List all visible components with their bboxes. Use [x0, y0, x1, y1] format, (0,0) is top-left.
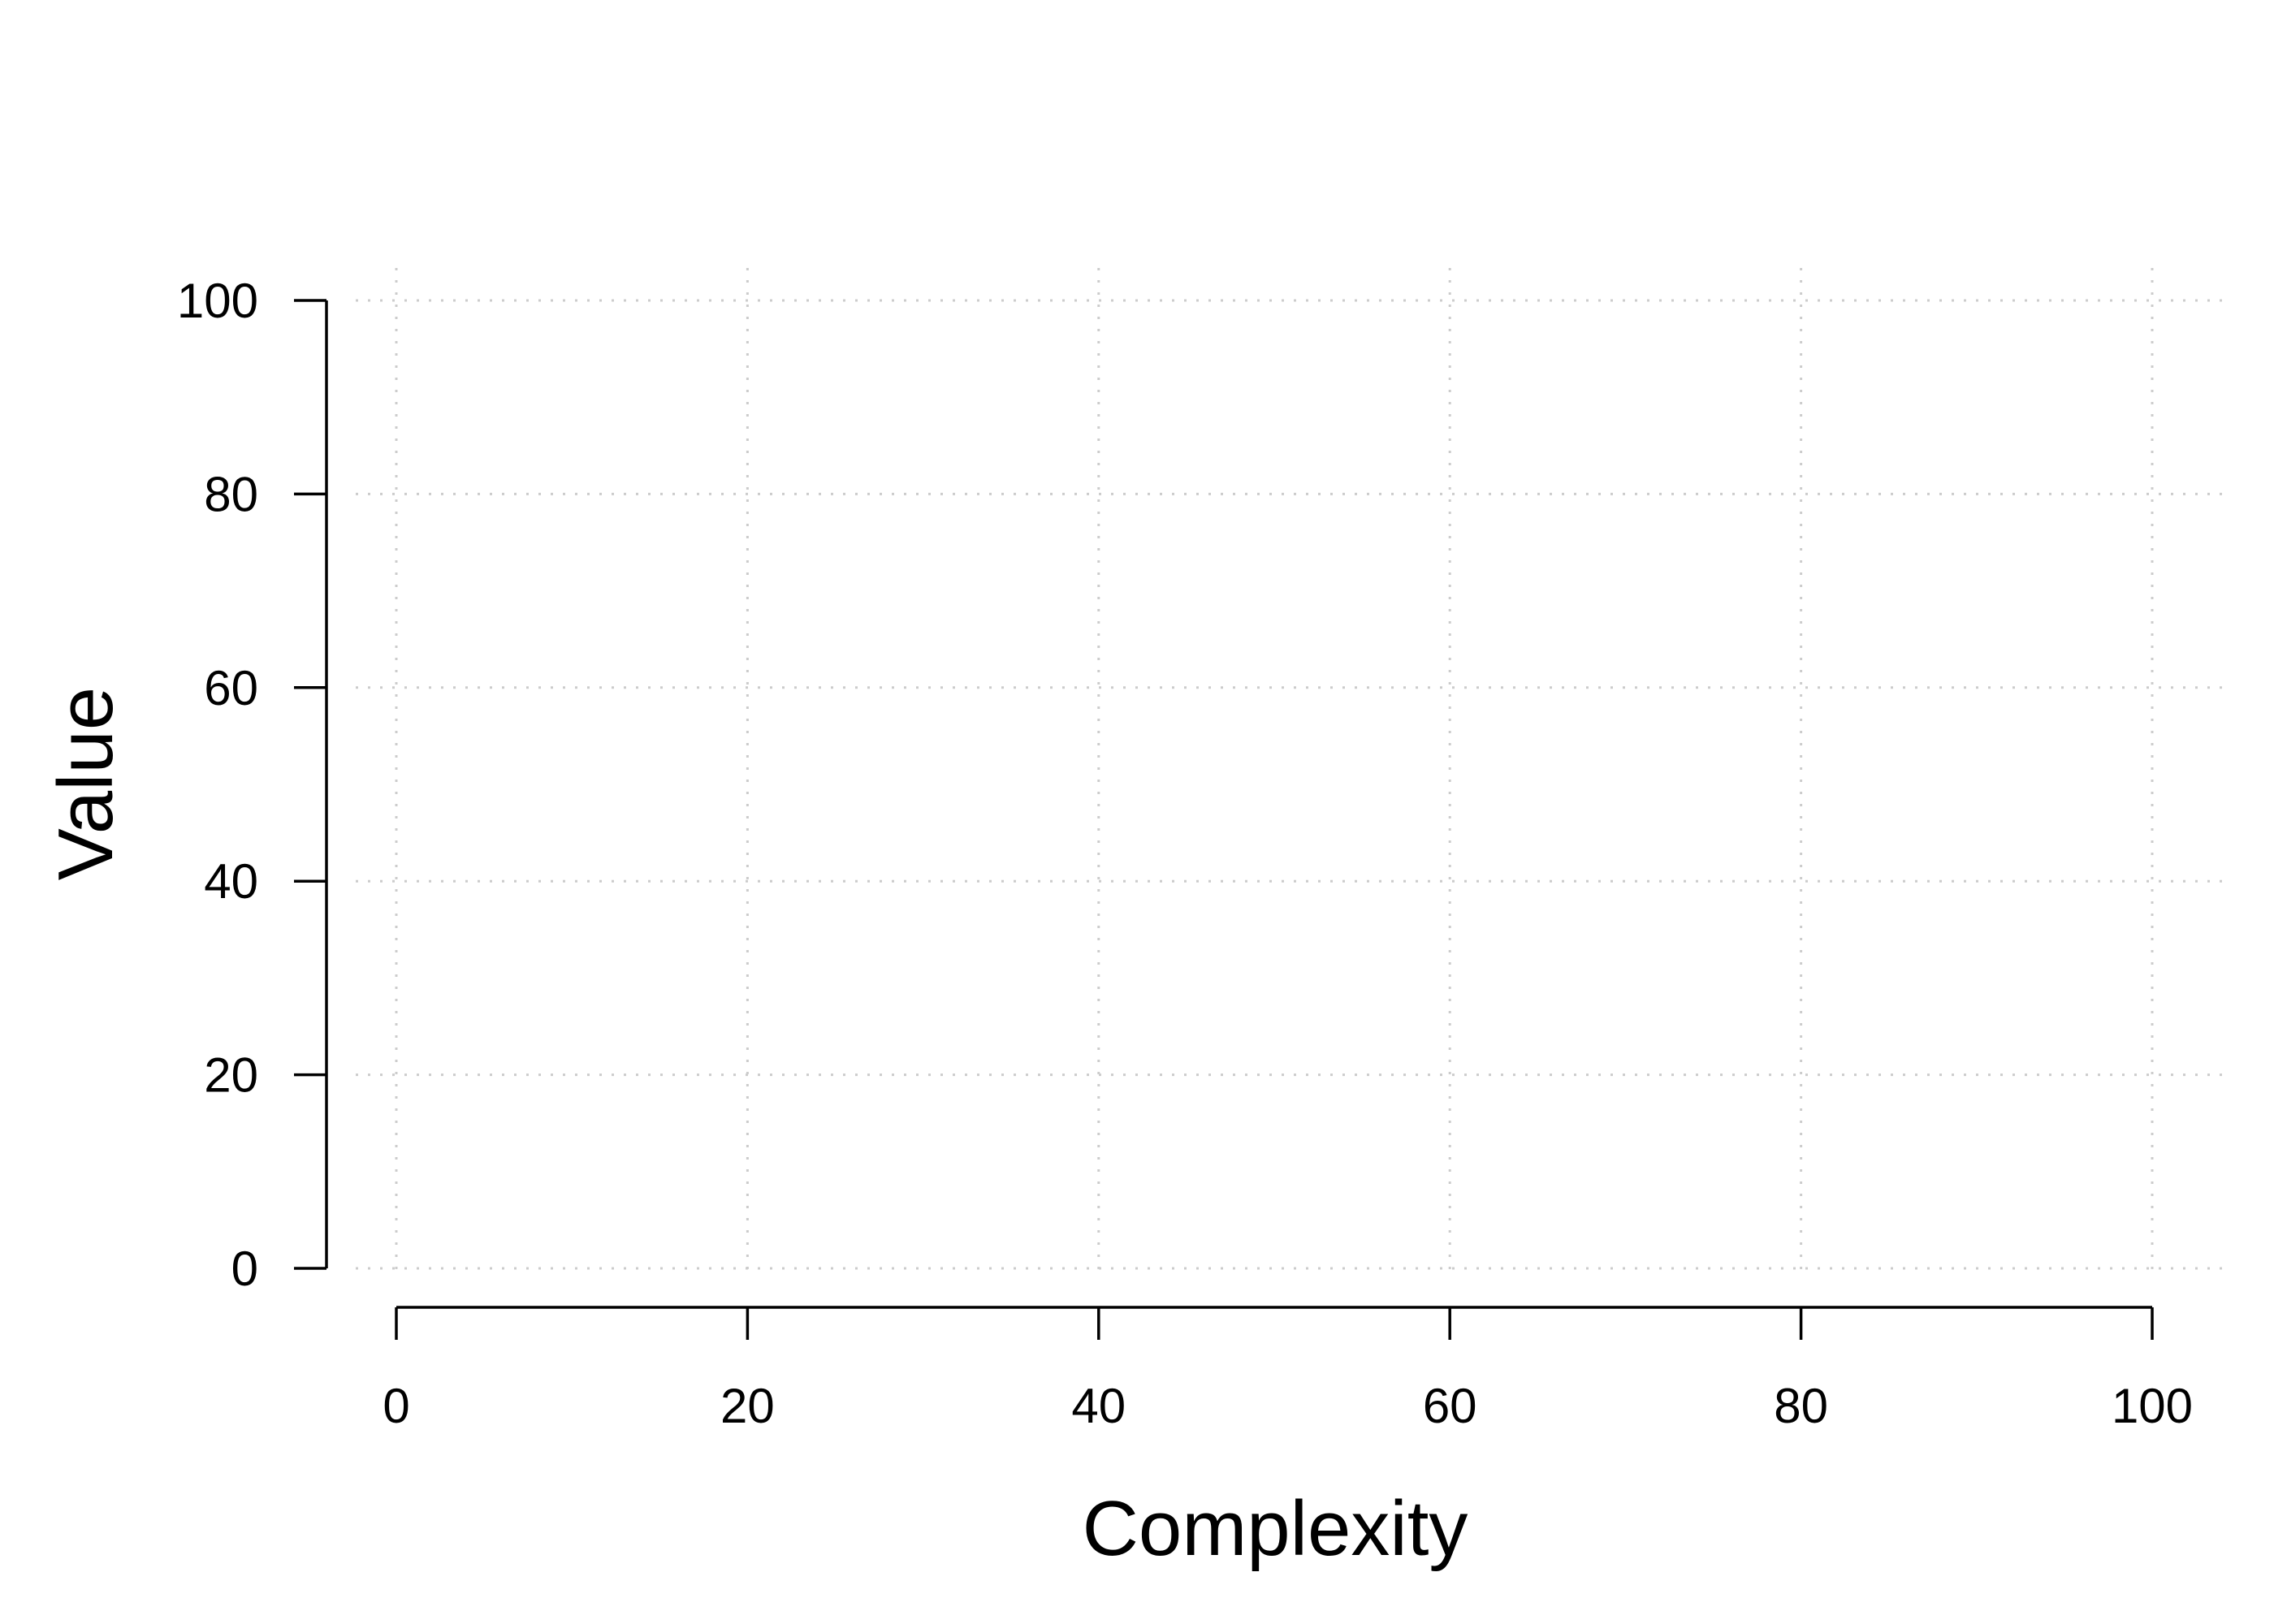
x-axis-title: Complexity [1083, 1485, 1468, 1572]
y-tick-label: 100 [177, 274, 258, 328]
x-tick-label: 40 [1071, 1379, 1126, 1433]
y-tick-label: 0 [231, 1242, 258, 1296]
y-tick-label: 80 [204, 467, 258, 521]
x-tick-label: 100 [2112, 1379, 2193, 1433]
grid [356, 268, 2225, 1276]
x-axis: 0 20 40 60 80 100 [383, 1306, 2193, 1433]
y-tick-label: 40 [204, 854, 258, 909]
x-tick-label: 0 [383, 1379, 409, 1433]
y-axis: 0 20 40 60 80 100 [177, 274, 328, 1296]
x-tick-label: 60 [1423, 1379, 1477, 1433]
x-tick-label: 80 [1774, 1379, 1828, 1433]
x-tick-label: 20 [720, 1379, 775, 1433]
y-axis-title: Value [42, 687, 129, 880]
y-tick-label: 20 [204, 1048, 258, 1103]
y-tick-label: 60 [204, 661, 258, 715]
